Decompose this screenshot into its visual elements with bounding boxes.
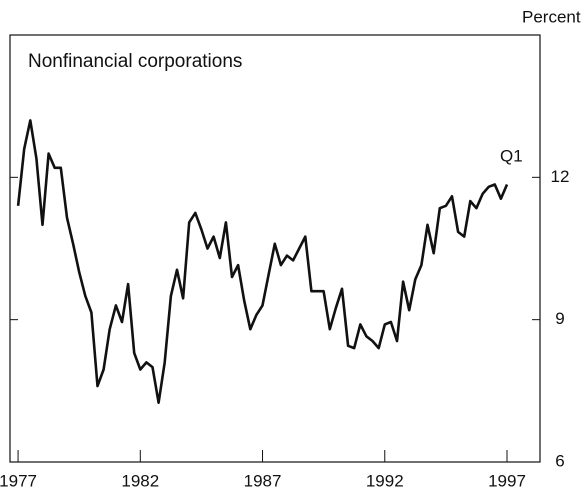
- x-tick-label: 1977: [0, 471, 37, 490]
- x-tick-label: 1982: [121, 471, 159, 490]
- x-tick-label: 1987: [244, 471, 282, 490]
- x-tick-label: 1997: [488, 471, 526, 490]
- x-tick-label: 1992: [366, 471, 404, 490]
- y-tick-label: 9: [555, 309, 564, 328]
- chart-title: Nonfinancial corporations: [28, 51, 242, 72]
- plot-frame: [9, 34, 541, 463]
- y-tick-label: 12: [551, 167, 570, 186]
- data-line: [16, 119, 509, 404]
- y-axis-label: Percent: [522, 7, 581, 26]
- annotation: Q1: [500, 146, 523, 165]
- y-tick-label: 6: [555, 451, 564, 470]
